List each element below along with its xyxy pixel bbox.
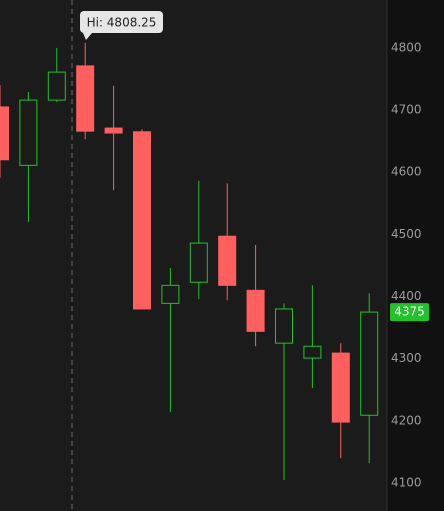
axis-panel (387, 0, 444, 511)
hi-tooltip: Hi: 4808.25 (80, 11, 163, 40)
tooltip-pointer (83, 33, 92, 40)
y-tick-label: 4700 (391, 103, 422, 117)
y-tick-label: 4800 (391, 40, 422, 54)
y-tick-label: 4400 (391, 289, 422, 303)
y-tick-label: 4100 (391, 476, 422, 490)
price-tag (390, 303, 429, 322)
candle-body (76, 65, 95, 132)
candle-body (19, 99, 38, 166)
candle-body (0, 106, 9, 161)
candle-body (275, 308, 293, 344)
tooltip-text: Hi: 4808.25 (87, 16, 157, 30)
y-tick-label: 4200 (391, 413, 422, 427)
y-tick-label: 4300 (391, 351, 422, 365)
candle-body (218, 235, 237, 286)
price-tag-label: 4375 (394, 305, 425, 319)
plot-background (0, 0, 387, 511)
candle-body (47, 71, 66, 101)
candles (0, 42, 379, 480)
tooltip-box (80, 11, 163, 33)
candle-body (189, 242, 208, 283)
candle-body (360, 311, 379, 416)
candle-body (246, 289, 265, 332)
y-tick-label: 4500 (391, 227, 422, 241)
y-tick-label: 4600 (391, 165, 422, 179)
candle-body (104, 127, 123, 134)
candle-body (161, 284, 180, 304)
candle-body (331, 352, 350, 423)
candle-body (303, 345, 322, 359)
candle-body (133, 131, 151, 310)
